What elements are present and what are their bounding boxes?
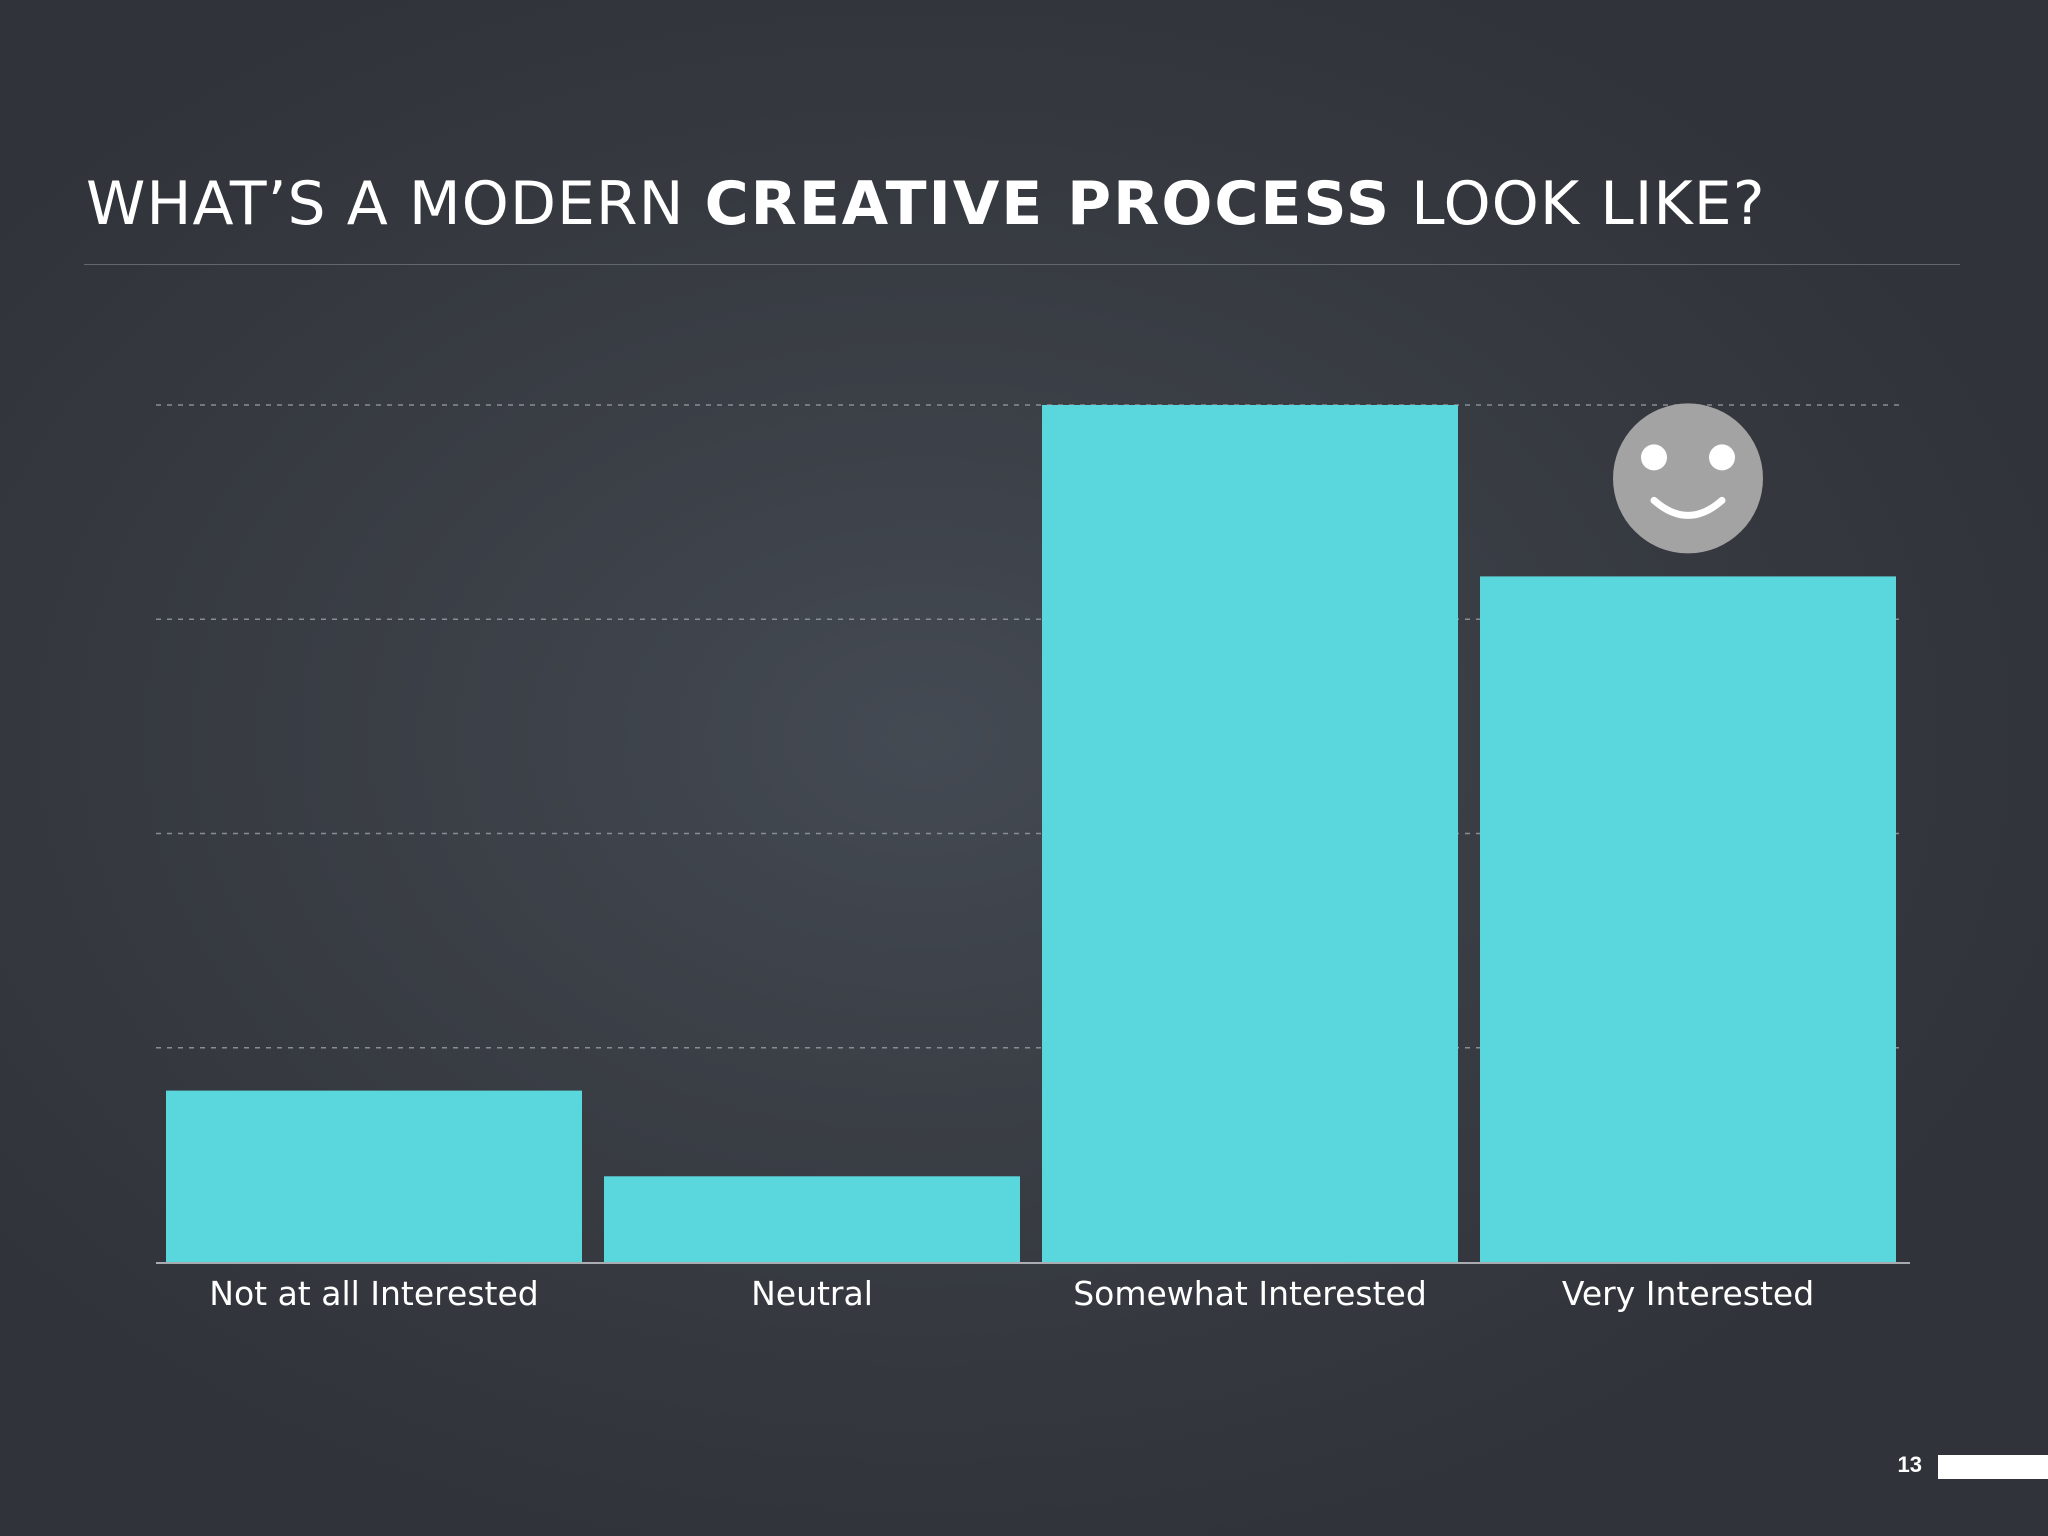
title-emphasis: CREATIVE PROCESS [704, 169, 1392, 239]
bar-layer [166, 405, 1896, 1262]
icon-layer [1613, 403, 1763, 554]
title-prefix: WHAT’S A MODERN [86, 169, 705, 239]
x-tick-label: Very Interested [1562, 1274, 1814, 1313]
label-layer: Not at all Interested Neutral Somewhat Int… [209, 1274, 1814, 1313]
bar-somewhat-interested [1042, 405, 1458, 1262]
bar-not-at-all-interested [166, 1090, 582, 1262]
page-number: 13 [1897, 1452, 1922, 1477]
smiley-mouth [1650, 496, 1726, 519]
smiley-head [1613, 403, 1763, 554]
bar-very-interested [1480, 576, 1896, 1262]
slide-title: WHAT’S A MODERN CREATIVE PROCESS LOOK LI… [86, 168, 1766, 240]
bar-neutral [604, 1176, 1020, 1262]
page-tab-marker [1938, 1455, 2048, 1479]
smiley-left-eye [1641, 444, 1667, 471]
smiley-right-eye [1709, 444, 1735, 471]
title-divider [84, 264, 1960, 265]
x-tick-label: Neutral [751, 1274, 873, 1313]
smiley-face-icon [1613, 403, 1763, 554]
title-suffix: LOOK LIKE? [1391, 169, 1766, 239]
x-tick-label: Somewhat Interested [1073, 1274, 1427, 1313]
bar-chart: Not at all Interested Neutral Somewhat Int… [156, 403, 1910, 1313]
x-tick-label: Not at all Interested [209, 1274, 538, 1313]
